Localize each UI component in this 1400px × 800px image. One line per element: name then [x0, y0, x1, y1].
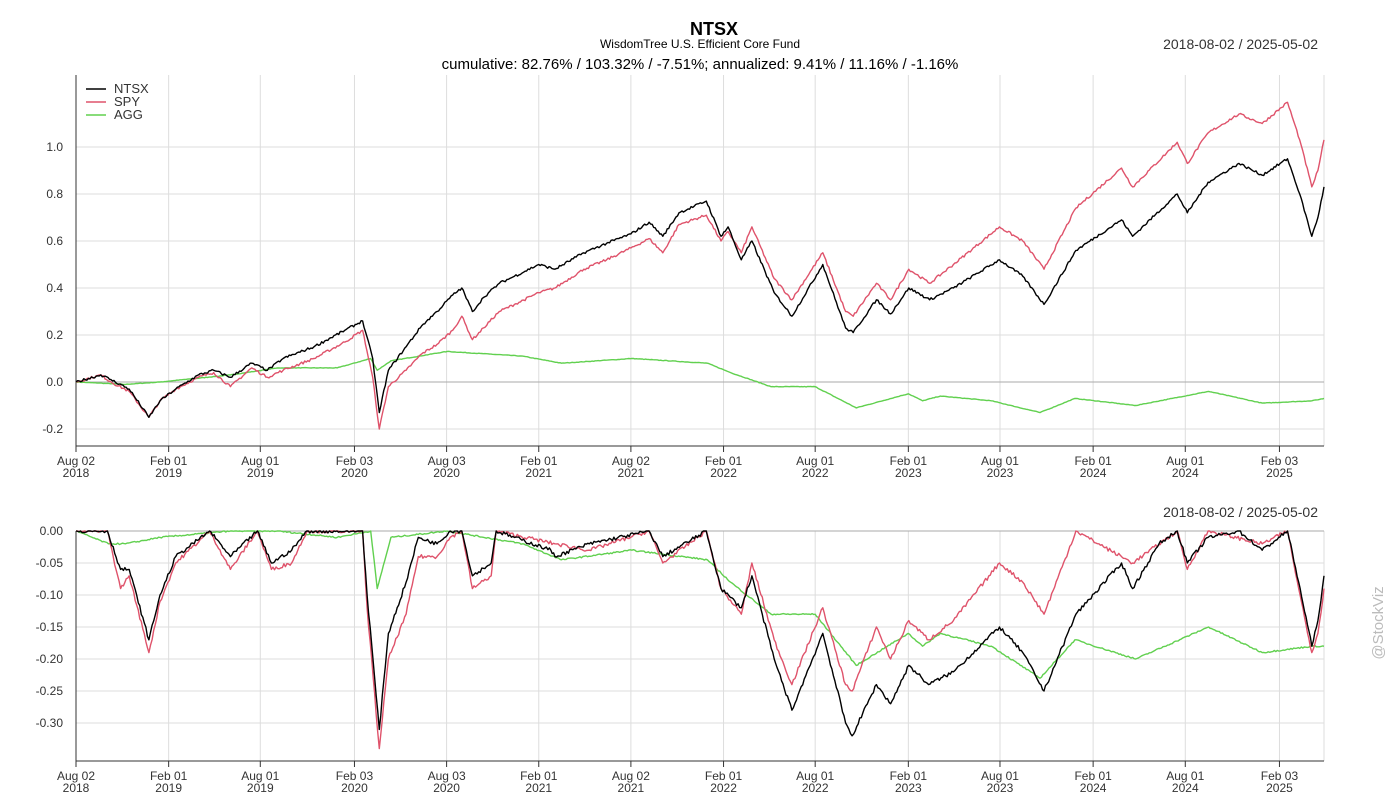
- watermark: @StockViz: [1370, 586, 1387, 659]
- x-tick-label: 2022: [802, 781, 829, 795]
- x-tick-label: 2025: [1266, 466, 1293, 480]
- x-tick-label: Aug 02: [57, 454, 95, 468]
- x-tick-label: Feb 01: [520, 769, 558, 783]
- x-tick-label: 2018: [63, 466, 90, 480]
- y-tick-label: 0.8: [46, 187, 63, 201]
- x-tick-label: 2025: [1266, 781, 1293, 795]
- x-tick-label: 2024: [1172, 466, 1199, 480]
- x-tick-label: Feb 01: [705, 454, 743, 468]
- y-tick-label: -0.15: [36, 620, 64, 634]
- performance-stats: cumulative: 82.76% / 103.32% / -7.51%; a…: [442, 56, 959, 73]
- x-tick-label: 2023: [895, 781, 922, 795]
- x-tick-label: Feb 01: [890, 454, 928, 468]
- x-tick-label: 2019: [155, 781, 182, 795]
- x-tick-label: 2018: [63, 781, 90, 795]
- x-tick-label: Aug 02: [57, 769, 95, 783]
- x-tick-label: Aug 01: [241, 454, 279, 468]
- x-tick-label: Aug 01: [981, 454, 1019, 468]
- x-tick-label: 2021: [525, 781, 552, 795]
- y-tick-label: 0.00: [40, 524, 64, 538]
- x-tick-label: Feb 01: [705, 769, 743, 783]
- x-tick-label: Feb 01: [1074, 454, 1112, 468]
- x-tick-label: 2022: [710, 466, 737, 480]
- series-line-ntsx: [75, 530, 1325, 737]
- x-tick-label: Aug 03: [428, 769, 466, 783]
- legend-label-agg: AGG: [114, 107, 143, 122]
- y-tick-label: 0.2: [46, 328, 63, 342]
- x-tick-label: 2021: [618, 466, 645, 480]
- y-tick-label: -0.2: [42, 422, 63, 436]
- x-tick-label: Aug 02: [612, 454, 650, 468]
- x-tick-label: 2024: [1172, 781, 1199, 795]
- y-tick-label: -0.05: [36, 556, 64, 570]
- legend-label-ntsx: NTSX: [114, 81, 149, 96]
- x-tick-label: Feb 01: [1074, 769, 1112, 783]
- x-tick-label: 2019: [247, 781, 274, 795]
- y-tick-label: 0.4: [46, 281, 63, 295]
- chart-subtitle: WisdomTree U.S. Efficient Core Fund: [600, 37, 800, 51]
- x-tick-label: 2020: [433, 466, 460, 480]
- x-tick-label: Feb 01: [890, 769, 928, 783]
- x-tick-label: Aug 03: [428, 454, 466, 468]
- y-tick-label: -0.30: [36, 716, 64, 730]
- x-tick-label: 2023: [987, 781, 1014, 795]
- series-line-spy: [75, 101, 1325, 430]
- x-tick-label: Feb 01: [150, 769, 188, 783]
- date-range-top: 2018-08-02 / 2025-05-02: [1163, 36, 1318, 52]
- series-line-agg: [75, 350, 1325, 414]
- x-tick-label: 2019: [155, 466, 182, 480]
- y-tick-label: 0.6: [46, 234, 63, 248]
- x-tick-label: Feb 03: [336, 454, 374, 468]
- x-tick-label: 2021: [618, 781, 645, 795]
- x-tick-label: Feb 03: [1261, 454, 1299, 468]
- date-range-bottom: 2018-08-02 / 2025-05-02: [1163, 504, 1318, 520]
- x-tick-label: Feb 01: [520, 454, 558, 468]
- x-tick-label: Aug 02: [612, 769, 650, 783]
- x-tick-label: 2023: [987, 466, 1014, 480]
- y-tick-label: 1.0: [46, 140, 63, 154]
- y-tick-label: -0.20: [36, 652, 64, 666]
- series-line-ntsx: [75, 158, 1325, 418]
- x-tick-label: Aug 01: [796, 769, 834, 783]
- x-tick-label: 2024: [1080, 781, 1107, 795]
- series-line-spy: [76, 530, 1325, 750]
- x-tick-label: 2021: [525, 466, 552, 480]
- x-tick-label: Aug 01: [981, 769, 1019, 783]
- x-tick-label: 2020: [341, 466, 368, 480]
- x-tick-label: Aug 01: [241, 769, 279, 783]
- y-tick-label: -0.10: [36, 588, 64, 602]
- x-tick-label: 2020: [433, 781, 460, 795]
- x-tick-label: 2022: [710, 781, 737, 795]
- x-tick-label: 2023: [895, 466, 922, 480]
- legend-label-spy: SPY: [114, 94, 140, 109]
- x-tick-label: 2022: [802, 466, 829, 480]
- y-tick-label: 0.0: [46, 375, 63, 389]
- x-tick-label: 2020: [341, 781, 368, 795]
- x-tick-label: Aug 01: [1166, 454, 1204, 468]
- y-tick-label: -0.25: [36, 684, 64, 698]
- x-tick-label: Aug 01: [1166, 769, 1204, 783]
- x-tick-label: Feb 03: [336, 769, 374, 783]
- x-tick-label: Aug 01: [796, 454, 834, 468]
- x-tick-label: Feb 03: [1261, 769, 1299, 783]
- chart-title: NTSX: [690, 19, 738, 39]
- x-tick-label: 2024: [1080, 466, 1107, 480]
- x-tick-label: 2019: [247, 466, 274, 480]
- series-line-agg: [75, 530, 1325, 679]
- x-tick-label: Feb 01: [150, 454, 188, 468]
